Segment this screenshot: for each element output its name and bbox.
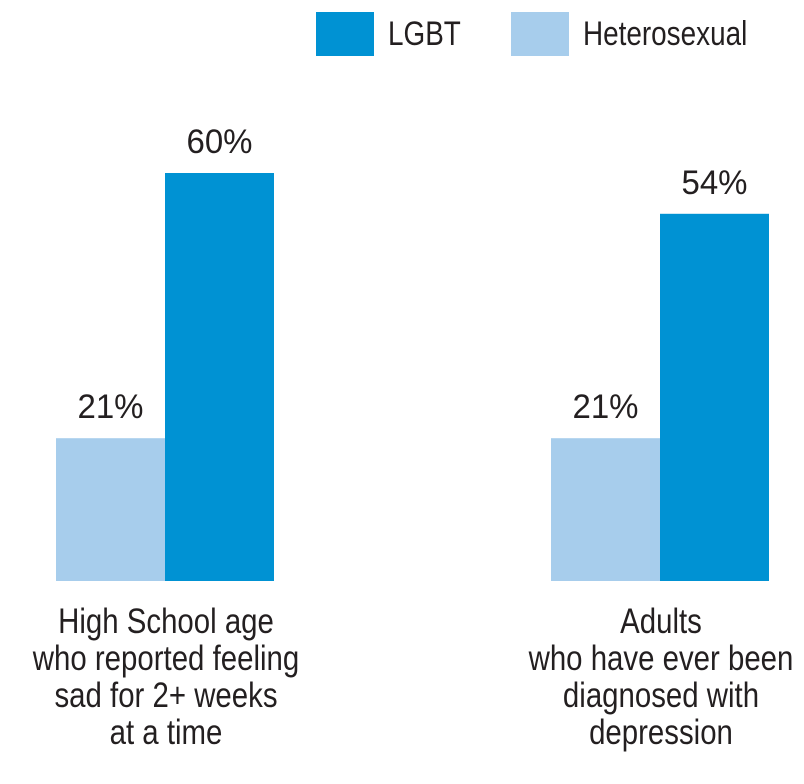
- category-label-line: sad for 2+ weeks: [54, 676, 278, 715]
- legend: LGBT Heterosexual: [316, 12, 804, 56]
- category-label-high-school: High School age who reported feeling sad…: [0, 603, 336, 751]
- bar-heterosexual-high-school: [56, 438, 165, 581]
- category-label-line: who reported feeling: [32, 639, 300, 678]
- legend-item-heterosexual: Heterosexual: [510, 12, 783, 56]
- legend-item-lgbt: LGBT: [316, 12, 477, 56]
- bar-heterosexual-adults: [551, 438, 660, 581]
- category-label-line: diagnosed with: [562, 676, 760, 715]
- category-label-line: depression: [589, 713, 733, 752]
- category-label-line: at a time: [109, 713, 223, 752]
- data-label-lgbt-adults: 54%: [682, 164, 748, 202]
- data-label-lgbt-high-school: 60%: [187, 123, 253, 161]
- bar-lgbt-high-school: [165, 173, 274, 581]
- category-label-line: who have ever been: [528, 639, 794, 678]
- legend-label-heterosexual: Heterosexual: [582, 14, 748, 53]
- category-label-adults: Adults who have ever been diagnosed with…: [491, 603, 804, 751]
- bar-lgbt-adults: [660, 213, 769, 582]
- data-label-heterosexual-high-school: 21%: [78, 388, 144, 426]
- data-label-heterosexual-adults: 21%: [573, 388, 639, 426]
- legend-swatch-heterosexual: [510, 12, 569, 56]
- legend-label-lgbt: LGBT: [388, 14, 461, 53]
- legend-swatch-lgbt: [316, 12, 374, 56]
- category-label-line: Adults: [620, 602, 702, 641]
- category-label-line: High School age: [58, 602, 274, 641]
